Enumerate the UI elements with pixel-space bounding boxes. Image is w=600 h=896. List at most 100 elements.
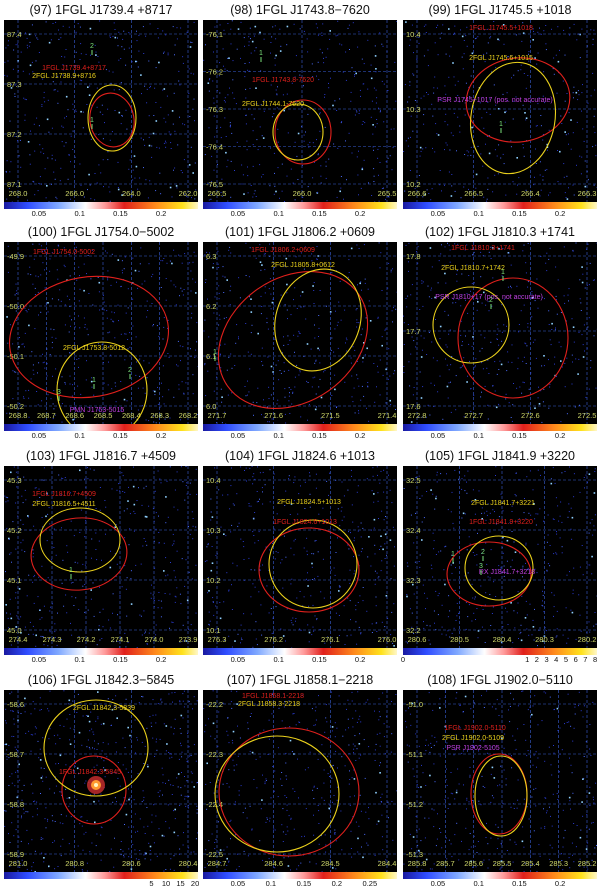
photon-field (203, 690, 397, 872)
y-tick-label: -58.6 (7, 700, 24, 709)
x-tick-label: 280.5 (450, 635, 469, 644)
colorbar-tick-label: 0.1 (473, 209, 484, 218)
colorbar-tick-label: 0.2 (354, 209, 366, 218)
colorbar-tick-label: 1 (525, 655, 530, 664)
2fgl-error-ellipse (432, 286, 510, 364)
source-marker: 1 (501, 269, 505, 276)
x-tick-label: 280.8 (65, 859, 84, 868)
colorbar-ticks: 0.05 0.1 0.15 0.2 0.25 (203, 879, 397, 891)
colorbar (4, 202, 198, 209)
source-marker: 1 (451, 551, 455, 558)
x-tick-label: 266.4 (521, 189, 540, 198)
y-tick-label: -51.2 (406, 800, 423, 809)
photon-field (403, 21, 597, 202)
bright-source (87, 776, 105, 794)
colorbar-tick-label: 0.1 (273, 655, 284, 664)
panel-6: (102) 1FGL J1810.3 +1741 17.8 17.7 17.6 272.… (401, 222, 599, 444)
colorbar-tick-label: 0.1 (273, 209, 284, 218)
x-tick-label: 272.6 (521, 411, 540, 420)
coordinate-grid (4, 466, 198, 648)
colorbar-tick-label: 0.2 (331, 879, 343, 888)
panel-7: (103) 1FGL J1816.7 +4509 45.3 45.2 45.1 45.0… (2, 446, 200, 668)
x-tick-label: 268.8 (9, 411, 28, 420)
y-tick-label: 87.1 (7, 180, 22, 189)
colorbar-ticks: 0.05 0.1 0.15 0.2 (4, 655, 198, 667)
source-label: 1FGL J1743.8-7620 (252, 77, 314, 84)
y-tick-label: 10.2 (406, 180, 421, 189)
2fgl-error-ellipse (469, 61, 557, 175)
colorbar-tick-label: 0.1 (473, 879, 484, 888)
x-tick-label: 285.8 (408, 859, 427, 868)
source-label: PSR J1810+17 (pos. not accurate) (435, 294, 543, 301)
photon-field (204, 466, 395, 648)
colorbar-tick-label: 8 (592, 655, 598, 664)
panel-title: (100) 1FGL J1754.0−5002 (27, 225, 175, 239)
colorbar-ticks: 0.05 0.1 0.15 0.2 (203, 655, 397, 667)
y-tick-label: 17.7 (406, 327, 421, 336)
y-tick-label: 45.1 (7, 576, 22, 585)
y-tick-label: 6.2 (206, 302, 216, 311)
source-marker: 1 (69, 567, 73, 574)
y-tick-label: 32.5 (406, 476, 421, 485)
colorbar-tick-label: 7 (583, 655, 588, 664)
y-tick-label: -76.3 (206, 105, 223, 114)
colorbar-tick-label: 0.05 (430, 209, 446, 218)
colorbar (403, 424, 597, 431)
1fgl-error-ellipse (217, 271, 369, 409)
panel-title: (105) 1FGL J1841.9 +3220 (425, 449, 575, 463)
source-marker: 1 (90, 117, 94, 124)
colorbar-tick-label: 0.2 (155, 655, 167, 664)
x-tick-label: 285.2 (578, 859, 597, 868)
1fgl-error-ellipse (30, 517, 128, 591)
source-label: 2FGL J1902.0-5109 (442, 735, 504, 742)
colorbar (203, 648, 397, 655)
y-tick-label: 17.8 (406, 252, 421, 261)
x-tick-label: 284.5 (321, 859, 340, 868)
source-marker: 1 (259, 50, 263, 57)
colorbar-ticks: 5 10 15 20 (4, 879, 200, 891)
2fgl-error-ellipse (39, 507, 121, 573)
panel-12: (108) 1FGL J1902.0−5110 -51.0 -51.1 -51.2 -5… (401, 670, 599, 892)
colorbar-tick-label: 20 (190, 879, 200, 888)
x-tick-label: 285.3 (549, 859, 568, 868)
y-tick-label: 32.4 (406, 526, 421, 535)
panel-title: (103) 1FGL J1816.7 +4509 (26, 449, 176, 463)
y-tick-label: -76.4 (206, 143, 223, 152)
x-tick-label: 266.6 (408, 189, 427, 198)
panel-4: (100) 1FGL J1754.0−5002 -49.9 -50.0 -50.1 -5… (2, 222, 200, 444)
colorbar-ticks: 0.05 0.1 0.15 0.2 (403, 879, 597, 891)
source-label: 1FGL J1824.6+1013 (273, 519, 337, 526)
source-label: 2FGL J1810.7+1742 (441, 265, 505, 272)
y-tick-label: -22.2 (206, 700, 223, 709)
colorbar-tick-label: 0.1 (74, 431, 85, 440)
1fgl-error-ellipse (89, 92, 135, 148)
y-tick-label: -76.5 (206, 180, 223, 189)
x-tick-label: 266.0 (293, 189, 312, 198)
colorbar-tick-label: 0.15 (296, 879, 312, 888)
colorbar-tick-label: 0.15 (512, 879, 527, 888)
colorbar (203, 872, 397, 879)
y-tick-label: -58.9 (7, 850, 24, 859)
y-tick-label: -51.1 (406, 750, 423, 759)
x-tick-label: 285.7 (436, 859, 455, 868)
colorbar (4, 872, 198, 879)
1fgl-error-ellipse (61, 755, 127, 825)
colorbar-tick-label: 10 (161, 879, 171, 888)
photon-field (4, 466, 198, 648)
colorbar-tick-label: 6 (573, 655, 578, 664)
1fgl-error-ellipse (258, 527, 360, 613)
panel-title: (102) 1FGL J1810.3 +1741 (425, 225, 575, 239)
y-tick-label: 10.1 (206, 626, 221, 635)
panel-3: (99) 1FGL J1745.5 +1018 10.4 10.3 10.2 266.6… (401, 0, 599, 222)
colorbar-tick-label: 0.2 (354, 431, 366, 440)
sky-map: -49.9 -50.0 -50.1 -50.2 268.8 268.7 268.6 268.5… (4, 242, 198, 424)
x-tick-label: 266.3 (578, 189, 597, 198)
source-marker: 1 (499, 121, 503, 128)
x-tick-label: 266.5 (208, 189, 227, 198)
coordinate-grid (203, 242, 397, 424)
x-tick-label: 271.6 (264, 411, 283, 420)
x-tick-label: 265.5 (378, 189, 397, 198)
x-tick-label: 272.5 (578, 411, 597, 420)
panel-10: (106) 1FGL J1842.3−5845 -58.6 -58.7 -58.8 -5… (2, 670, 200, 892)
